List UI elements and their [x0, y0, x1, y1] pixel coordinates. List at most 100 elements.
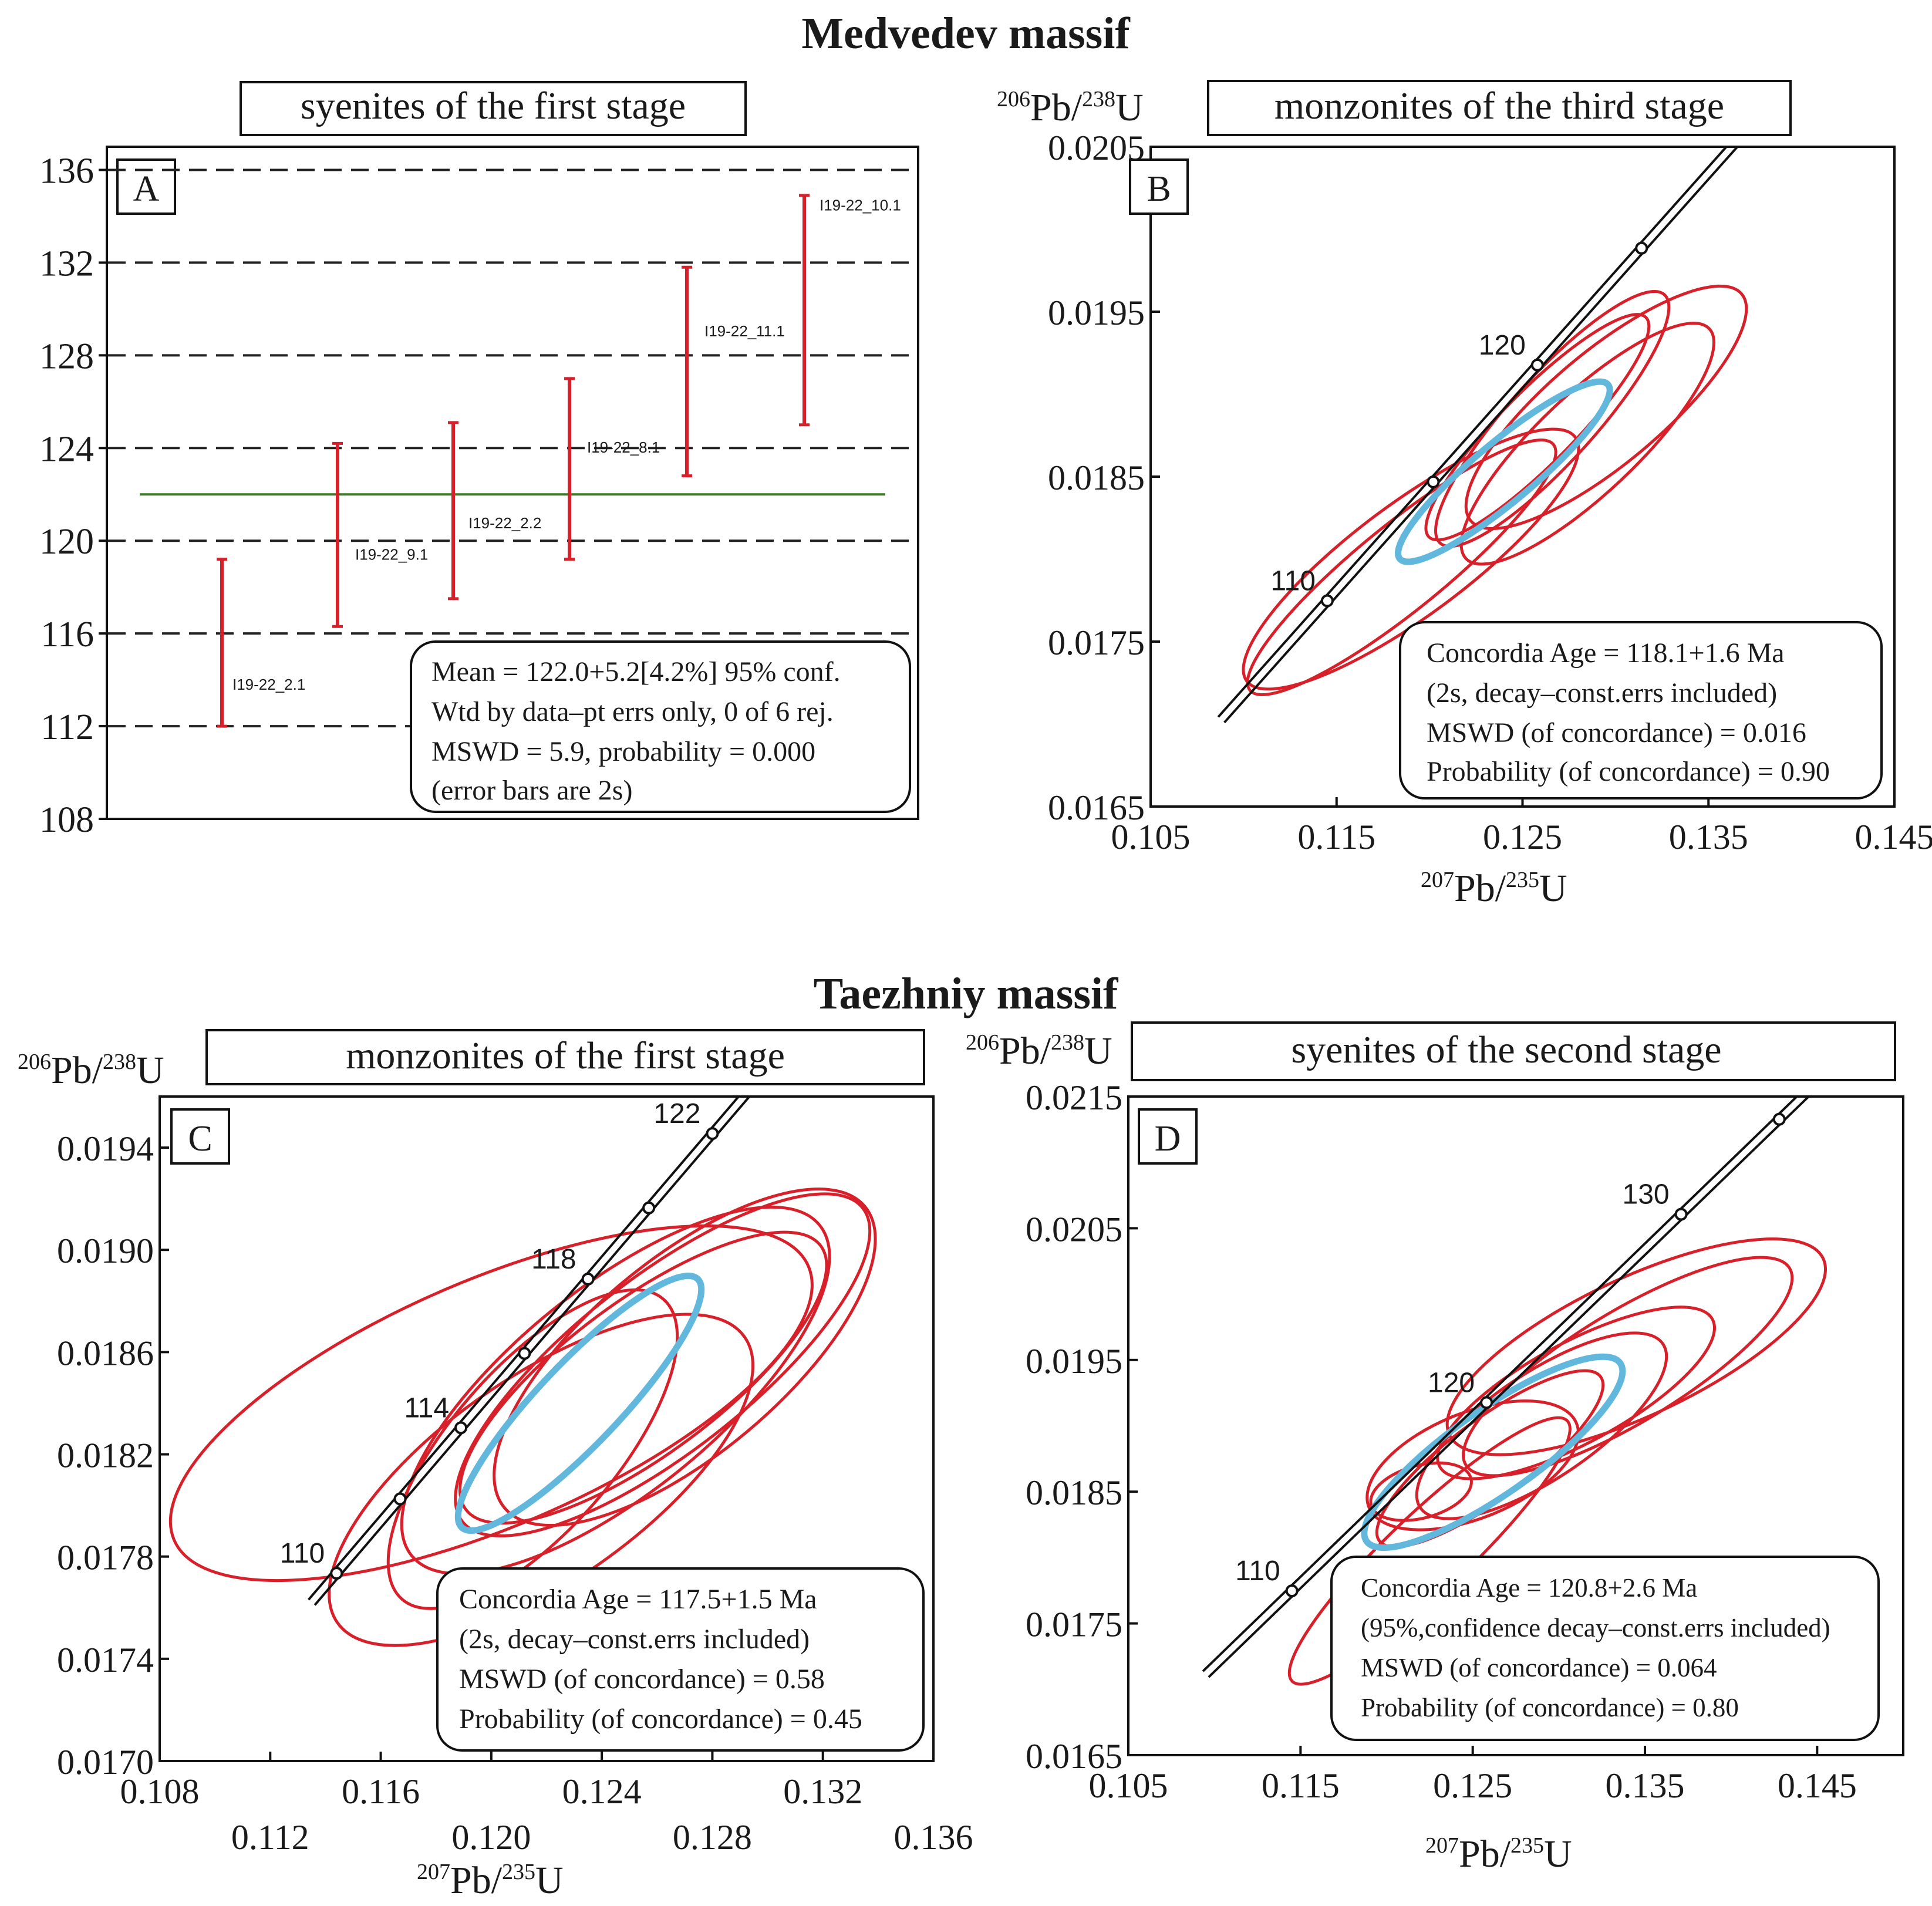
panel-b-age-label: 120	[1479, 330, 1526, 361]
panel-d-age-marker	[1480, 1396, 1493, 1409]
panel-c-age-label: 118	[531, 1244, 576, 1275]
panel-c-age-label: 114	[404, 1392, 450, 1423]
panel-a-y-tick-label: 128	[39, 336, 94, 376]
panel-a-point-label: I19-22_9.1	[355, 545, 428, 563]
panel-d: 206Pb/238U syenites of the second stage …	[966, 1021, 1904, 1875]
panel-c-x-tick-label: 0.108	[120, 1772, 200, 1811]
panel-c-concordia-age-ellipse	[454, 1272, 705, 1534]
title-medvedev: Medvedev massif	[801, 9, 1131, 58]
panel-b-age-marker	[1635, 241, 1648, 255]
panel-b-label-box	[1129, 158, 1189, 215]
panel-c-age-label: 110	[280, 1538, 325, 1569]
panel-a-stats-box	[410, 640, 911, 813]
panel-a-label-box	[116, 158, 176, 215]
panel-b-stats-line-3: MSWD (of concordance) = 0.016	[1427, 717, 1806, 748]
panel-c-age-marker	[518, 1347, 531, 1360]
panel-c-x-tick-label: 0.132	[783, 1772, 862, 1811]
panel-b-x-tick-label: 0.125	[1483, 818, 1562, 856]
panel-c-error-ellipse	[386, 1288, 679, 1610]
panel-b-x-tick-label: 0.135	[1669, 818, 1748, 856]
panel-d-label: D	[1155, 1119, 1181, 1159]
panel-a-point-label: I19-22_8.1	[587, 438, 660, 456]
panel-d-stats-line-3: MSWD (of concordance) = 0.064	[1361, 1653, 1717, 1682]
panel-d-x-tick-label: 0.135	[1606, 1766, 1685, 1805]
panel-d-age-label: 130	[1623, 1179, 1670, 1210]
panel-c-x-tick-label: 0.120	[451, 1818, 531, 1857]
panel-d-concordia-line	[1208, 1097, 1810, 1678]
panel-a-y-tick-label: 136	[39, 151, 94, 191]
panel-b-stats-line-4: Probability (of concordance) = 0.90	[1427, 756, 1830, 787]
panel-c-x-tick-label: 0.116	[342, 1772, 420, 1811]
panel-b-y-tick-label: 0.0185	[1048, 458, 1145, 497]
panel-d-age-marker	[1674, 1207, 1688, 1221]
panel-c-title: monzonites of the first stage	[346, 1034, 785, 1077]
panel-b-age-marker	[1427, 475, 1440, 488]
panel-b-y-tick-label: 0.0205	[1048, 129, 1145, 167]
panel-b-age-marker	[1530, 358, 1544, 372]
panel-c-y-tick-label: 0.0186	[57, 1334, 154, 1372]
panel-d-x-tick-label: 0.115	[1262, 1766, 1340, 1805]
panel-c-label: C	[188, 1119, 212, 1159]
panel-d-error-ellipse	[1462, 1256, 1794, 1477]
panel-b: 206Pb/238U monzonites of the third stage…	[997, 80, 1932, 910]
panel-b-stats-box	[1399, 621, 1883, 799]
panel-a-stats-line-2: Wtd by data–pt errs only, 0 of 6 rej.	[431, 696, 834, 727]
panel-c-age-label: 122	[653, 1098, 700, 1129]
panel-b-title-box	[1207, 80, 1792, 136]
panel-c-x-tick-label: 0.128	[673, 1818, 752, 1857]
title-taezhniy: Taezhniy massif	[814, 969, 1119, 1018]
panel-d-age-label: 120	[1428, 1367, 1475, 1398]
panel-a-point-label: I19-22_2.1	[232, 676, 305, 693]
panel-b-stats-line-1: Concordia Age = 118.1+1.6 Ma	[1427, 637, 1785, 669]
panel-d-y-tick-label: 0.0185	[1026, 1473, 1122, 1512]
panel-c-x-tick-label: 0.124	[562, 1772, 642, 1811]
panel-b-y-axis-label: 206Pb/238U	[997, 86, 1144, 129]
panel-a-stats-line-1: Mean = 122.0+5.2[4.2%] 95% conf.	[431, 656, 841, 687]
panel-b-y-tick-label: 0.0195	[1048, 294, 1145, 332]
panel-b-y-tick-label: 0.0165	[1048, 788, 1145, 827]
panel-c-error-ellipse	[493, 1188, 877, 1527]
panel-d-concordia-age-ellipse	[1361, 1353, 1626, 1551]
panel-b-concordia-line	[1223, 147, 1739, 724]
panel-b-age-marker	[1320, 594, 1334, 608]
panel-d-x-tick-label: 0.125	[1433, 1766, 1512, 1805]
panel-d-y-tick-label: 0.0195	[1026, 1342, 1122, 1381]
panel-b-error-ellipse	[1246, 438, 1557, 696]
panel-d-error-ellipse	[1436, 1305, 1716, 1480]
panel-c-stats-line-4: Probability (of concordance) = 0.45	[459, 1703, 862, 1735]
panel-b-x-tick-label: 0.145	[1855, 818, 1932, 856]
panel-a-y-tick-label: 116	[41, 615, 94, 655]
panel-b-concordia-age-ellipse	[1395, 378, 1613, 565]
panel-b-age-label: 110	[1270, 566, 1316, 597]
panel-d-concordia-line	[1202, 1097, 1799, 1672]
panel-c-age-marker	[581, 1272, 595, 1286]
panel-c: 206Pb/238U monzonites of the first stage…	[18, 1029, 973, 1902]
panel-c-stats-line-1: Concordia Age = 117.5+1.5 Ma	[459, 1584, 817, 1615]
panel-b-y-tick-label: 0.0175	[1048, 623, 1145, 662]
panel-c-title-box	[205, 1029, 925, 1085]
panel-b-title: monzonites of the third stage	[1274, 85, 1724, 127]
panel-c-age-marker	[393, 1492, 407, 1506]
panel-c-age-marker	[330, 1567, 343, 1580]
panel-a-title: syenites of the first stage	[301, 85, 686, 127]
panel-a-y-tick-label: 124	[39, 429, 94, 469]
panel-c-x-tick-label: 0.136	[894, 1818, 973, 1857]
panel-c-y-tick-label: 0.0190	[57, 1232, 154, 1270]
panel-c-age-marker	[642, 1201, 656, 1215]
panel-a-y-tick-label: 112	[41, 707, 94, 747]
panel-a-title-box	[240, 81, 747, 136]
panel-a-point-label: I19-22_10.1	[820, 196, 901, 214]
panel-d-x-tick-label: 0.145	[1778, 1766, 1857, 1805]
panel-a-y-tick-label: 132	[39, 244, 94, 284]
panel-c-age-marker	[454, 1421, 468, 1435]
panel-c-error-ellipse	[400, 1205, 831, 1576]
panel-c-y-axis-label: 206Pb/238U	[18, 1049, 164, 1092]
panel-d-y-tick-label: 0.0215	[1026, 1078, 1122, 1117]
panel-b-error-ellipse	[1459, 322, 1715, 566]
panel-d-age-marker	[1772, 1112, 1786, 1126]
panel-c-y-tick-label: 0.0178	[57, 1539, 154, 1577]
panel-d-stats-box	[1330, 1556, 1880, 1741]
panel-a-stats-line-3: MSWD = 5.9, probability = 0.000	[431, 736, 815, 767]
panel-a-y-tick-label: 120	[39, 522, 94, 562]
